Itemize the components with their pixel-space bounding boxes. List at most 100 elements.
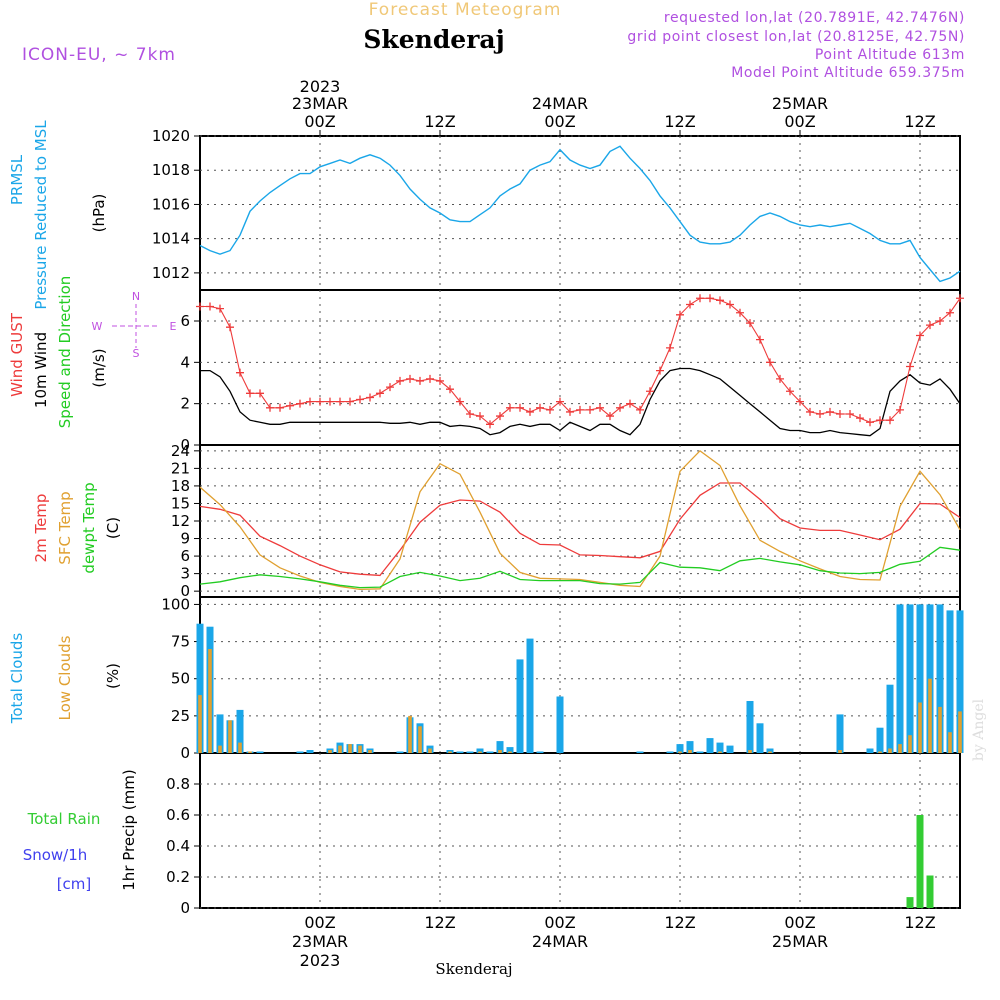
- wind-gust-marker: [256, 389, 264, 398]
- temp-dewpt-line: [199, 546, 961, 589]
- total-cloud-bar: [956, 610, 964, 753]
- clouds-ytick-label: 0: [180, 744, 190, 762]
- wind-ytick-label: 4: [180, 353, 190, 371]
- low-cloud-bar: [888, 748, 892, 753]
- temp-label-sfc: SFC Temp: [56, 491, 74, 564]
- total-cloud-bar: [886, 684, 894, 753]
- wind-gust-marker: [486, 420, 494, 429]
- wind-gust-marker: [906, 362, 914, 371]
- model-altitude: Model Point Altitude 659.375m: [731, 65, 965, 81]
- top-time-date: 25MAR: [772, 94, 828, 113]
- low-cloud-bar: [928, 678, 932, 753]
- rain-bar: [916, 815, 924, 908]
- wind-gust-marker: [346, 397, 354, 406]
- wind-label-gust: Wind GUST: [8, 312, 26, 397]
- precip-label-rain: Total Rain: [27, 810, 101, 828]
- wind-gust-marker: [356, 395, 364, 404]
- wind-gust-marker: [586, 405, 594, 414]
- pressure-ytick-label: 1020: [152, 127, 190, 145]
- low-cloud-bar: [878, 751, 882, 753]
- wind-gust-marker: [436, 376, 444, 385]
- total-cloud-bar: [236, 709, 244, 753]
- low-cloud-bar: [908, 735, 912, 753]
- temperature-ytick-label: 21: [171, 459, 190, 477]
- bottom-time-hour: 12Z: [424, 913, 455, 932]
- wind-gust-marker: [306, 397, 314, 406]
- low-cloud-bar: [408, 715, 412, 753]
- total-cloud-bar: [526, 638, 534, 753]
- temp-label-dewpt: dewpt Temp: [80, 482, 98, 573]
- total-cloud-bar: [866, 748, 874, 753]
- temperature-ytick-label: 9: [180, 530, 190, 548]
- top-time-hour: 00Z: [784, 112, 815, 131]
- precip-frame: [199, 752, 961, 909]
- wind-gust-marker: [626, 399, 634, 408]
- low-cloud-bar: [918, 702, 922, 753]
- wind-gust-marker: [696, 294, 704, 303]
- wind-gust-marker: [316, 397, 324, 406]
- wind-gust-marker: [956, 294, 964, 303]
- low-cloud-bar: [238, 742, 242, 753]
- wind-gust-marker: [376, 389, 384, 398]
- wind-gust-marker: [686, 300, 694, 309]
- low-cloud-bar: [678, 751, 682, 753]
- wind-gust-marker: [536, 403, 544, 412]
- wind-gust-marker: [856, 414, 864, 423]
- temp-label-2m: 2m Temp: [32, 494, 50, 563]
- wind-gust-marker: [236, 368, 244, 377]
- low-cloud-bar: [208, 649, 212, 753]
- temperature-ytick-label: 6: [180, 547, 190, 565]
- pressure-label-prmsl: PRMSL: [8, 154, 26, 205]
- clouds-frame: [199, 596, 961, 754]
- wind-gust-marker: [606, 412, 614, 421]
- total-cloud-bar: [696, 751, 704, 753]
- compass-e: E: [170, 320, 177, 333]
- temperature-ytick-label: 12: [171, 512, 190, 530]
- wind-gust-marker: [796, 397, 804, 406]
- temp-2m-line: [199, 482, 961, 577]
- wind-gust-marker: [446, 385, 454, 394]
- top-time-hour: 12Z: [904, 112, 935, 131]
- total-cloud-bar: [906, 604, 914, 753]
- panels: 1012101410161018102002460369121518212402…: [8, 77, 964, 970]
- wind-gust-marker: [756, 335, 764, 344]
- wind-gust-marker: [296, 399, 304, 408]
- wind-label-speed-dir: Speed and Direction: [56, 276, 74, 429]
- total-cloud-bar: [836, 714, 844, 753]
- pressure-panel: [194, 135, 961, 291]
- wind-gust-marker: [826, 407, 834, 416]
- top-time-hour: 12Z: [664, 112, 695, 131]
- total-cloud-bar: [456, 751, 464, 753]
- wind-gust-marker: [266, 403, 274, 412]
- wind-ytick-label: 6: [180, 312, 190, 330]
- low-cloud-bar: [688, 750, 692, 753]
- model-label: ICON-EU, ~ 7km: [22, 45, 176, 65]
- rain-bar: [906, 897, 914, 908]
- wind-gust-marker: [276, 403, 284, 412]
- total-cloud-bar: [876, 727, 884, 753]
- wind-gust-marker: [786, 387, 794, 396]
- total-cloud-bar: [196, 623, 204, 753]
- compass-s: S: [133, 347, 140, 360]
- wind-unit: (m/s): [90, 348, 108, 387]
- wind-speed-line: [200, 367, 961, 437]
- low-cloud-bar: [198, 695, 202, 753]
- total-cloud-bar: [936, 604, 944, 753]
- low-cloud-bar: [948, 732, 952, 753]
- wind-gust-marker: [806, 407, 814, 416]
- total-cloud-bar: [296, 751, 304, 753]
- wind-ytick-label: 2: [180, 395, 190, 413]
- bottom-time-hour: 12Z: [664, 913, 695, 932]
- total-cloud-bar: [216, 714, 224, 753]
- top-time-hour: 00Z: [304, 112, 335, 131]
- wind-gust-marker: [386, 383, 394, 392]
- compass-n: N: [132, 290, 140, 303]
- low-cloud-bar: [228, 720, 232, 753]
- precip-label-snow: Snow/1h: [23, 846, 88, 864]
- pressure-ytick-label: 1014: [152, 230, 190, 248]
- total-cloud-bar: [516, 659, 524, 753]
- wind-gust-marker: [546, 405, 554, 414]
- total-cloud-bar: [726, 745, 734, 753]
